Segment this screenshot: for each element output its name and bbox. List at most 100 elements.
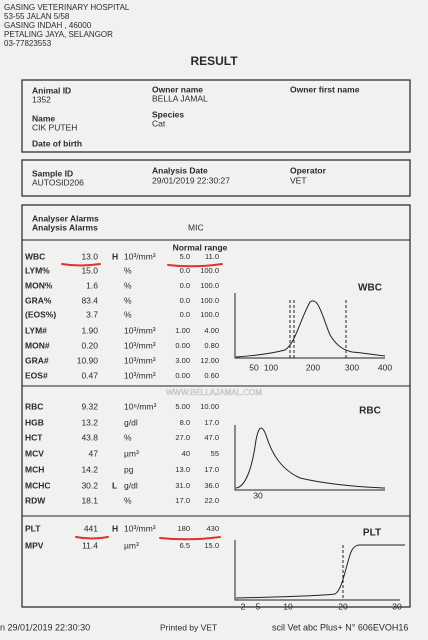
histogram-tick: 5 [256, 601, 261, 611]
row-unit: 10³/mm³ [124, 325, 156, 335]
row-unit: g/dl [124, 417, 138, 427]
patient-animal-id: 1352 [32, 94, 51, 104]
histogram-tick: 300 [345, 362, 359, 372]
row-unit: 10⁶/mm³ [124, 401, 156, 411]
header-line: GASING VETERINARY HOSPITAL [4, 3, 130, 12]
row-low: 0.0 [180, 296, 190, 305]
row-low: 17.0 [175, 496, 190, 505]
histogram-tick: 400 [378, 362, 392, 372]
row-value: 47 [89, 448, 99, 458]
row-high: 0.60 [204, 371, 219, 380]
row-high: 11.0 [205, 252, 219, 261]
row-high: 100.0 [200, 281, 219, 290]
row-name: LYM% [25, 265, 50, 275]
row-unit: 10³/mm³ [124, 340, 156, 350]
row-name: WBC [25, 251, 45, 261]
alarm-label: Analyser Alarms [32, 213, 99, 223]
row-value: 14.2 [81, 464, 98, 474]
row-name: EOS# [25, 370, 48, 380]
patient-box [21, 79, 411, 153]
sample-analysis-date: 29/01/2019 22:30:27 [152, 175, 230, 185]
row-name: MON# [25, 340, 50, 350]
header-line: GASING INDAH , 46000 [4, 21, 92, 30]
results-box [21, 204, 411, 608]
histogram-label: PLT [363, 528, 381, 539]
row-low: 13.0 [175, 465, 190, 474]
patient-owner-first-name-label: Owner first name [290, 84, 360, 94]
row-flag: H [112, 251, 118, 261]
row-unit: % [124, 495, 132, 505]
row-unit: % [124, 265, 132, 275]
sample-sample-id-label: Sample ID [32, 168, 73, 178]
row-unit: % [124, 432, 132, 442]
histogram-tick: 30 [253, 490, 263, 500]
row-high: 100.0 [200, 310, 219, 319]
row-high: 0.80 [204, 341, 219, 350]
row-low: 5.0 [180, 252, 190, 261]
histogram-tick: 200 [306, 362, 320, 372]
row-flag: H [112, 523, 118, 533]
row-name: MCH [25, 464, 44, 474]
row-low: 8.0 [180, 418, 190, 427]
patient-owner-name-label: Owner name [152, 84, 203, 94]
histogram-tick: 50 [249, 362, 259, 372]
row-high: 4.00 [204, 326, 219, 335]
sample-box [21, 159, 411, 197]
row-high: 15.0 [204, 541, 219, 550]
row-low: 0.00 [175, 341, 190, 350]
row-value: 11.4 [82, 540, 98, 550]
histogram-tick: 100 [264, 362, 278, 372]
row-high: 430 [206, 524, 219, 533]
row-name: LYM# [25, 325, 47, 335]
row-low: 0.0 [180, 310, 190, 319]
row-high: 17.0 [204, 465, 219, 474]
histogram-tick: 30 [392, 601, 402, 611]
row-name: RBC [25, 401, 43, 411]
patient-animal-id-label: Animal ID [32, 85, 71, 95]
row-value: 13.0 [81, 251, 98, 261]
header-line: 03-77823553 [4, 39, 52, 48]
row-unit: µm³ [124, 540, 139, 550]
header-line: 53-55 JALAN 5/58 [4, 12, 70, 21]
row-high: 17.0 [204, 418, 219, 427]
row-name: RDW [25, 495, 46, 505]
row-value: 10.90 [77, 355, 99, 365]
patient-name-label: Name [32, 113, 55, 123]
row-name: (EOS%) [25, 309, 56, 319]
watermark: WWW.BELLAJAMAL.COM [166, 388, 262, 397]
row-value: 13.2 [81, 417, 98, 427]
row-unit: % [124, 295, 132, 305]
row-name: MCV [25, 448, 44, 458]
row-low: 180 [177, 524, 190, 533]
wbc-histogram [234, 293, 386, 359]
row-value: 0.20 [81, 340, 98, 350]
row-name: HGB [25, 417, 44, 427]
histogram-tick: 10 [283, 601, 293, 611]
row-low: 27.0 [175, 433, 190, 442]
row-value: 0.47 [81, 370, 98, 380]
row-unit: pg [124, 464, 134, 474]
sample-operator-label: Operator [290, 165, 327, 175]
row-value: 3.7 [86, 309, 98, 319]
histogram-label: RBC [359, 406, 381, 417]
row-unit: 10³/mm³ [124, 370, 156, 380]
row-value: 15.0 [81, 265, 98, 275]
row-name: MCHC [25, 480, 51, 490]
row-value: 441 [84, 523, 98, 533]
row-value: 18.1 [81, 495, 98, 505]
row-high: 100.0 [200, 296, 219, 305]
row-low: 31.0 [175, 481, 190, 490]
row-name: PLT [25, 523, 41, 533]
patient-species-label: Species [152, 109, 184, 119]
row-unit: % [124, 309, 132, 319]
histogram-label: WBC [358, 283, 382, 294]
row-high: 47.0 [204, 433, 219, 442]
row-value: 30.2 [81, 480, 98, 490]
row-name: MPV [25, 540, 44, 550]
sample-sample-id: AUTOSID206 [32, 177, 84, 187]
row-value: 43.8 [81, 432, 98, 442]
title: RESULT [190, 54, 238, 68]
row-high: 36.0 [204, 481, 219, 490]
row-low: 0.0 [180, 266, 190, 275]
